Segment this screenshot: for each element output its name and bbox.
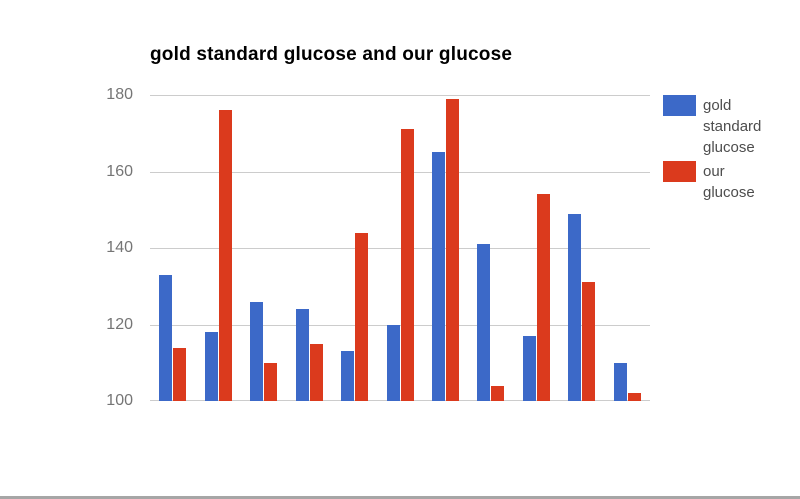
chart-title: gold standard glucose and our glucose xyxy=(150,44,513,65)
gridline xyxy=(150,248,650,249)
y-tick-label: 160 xyxy=(106,163,133,180)
bar-series2-group3 xyxy=(264,362,278,401)
plot-area xyxy=(150,95,650,401)
bar-series1-group11 xyxy=(613,362,627,401)
bar-series1-group6 xyxy=(386,324,400,401)
bar-series1-group5 xyxy=(341,351,354,401)
bar-series2-group7 xyxy=(446,98,459,401)
bar-series1-group4 xyxy=(295,309,309,401)
y-tick-label: 180 xyxy=(106,86,133,103)
bar-series2-group2 xyxy=(218,110,232,401)
gridline xyxy=(150,400,650,401)
legend-swatch xyxy=(663,161,696,182)
legend-swatch xyxy=(663,95,696,116)
legend-label: our glucose xyxy=(703,163,755,201)
legend: gold standard glucose our glucose xyxy=(663,95,795,206)
bar-series2-group1 xyxy=(173,347,187,401)
bar-series2-group5 xyxy=(355,232,368,401)
bar-series2-group10 xyxy=(582,282,596,401)
bar-series2-group9 xyxy=(536,194,550,401)
gridline xyxy=(150,95,650,96)
y-tick-label: 100 xyxy=(106,392,133,409)
bar-series2-group4 xyxy=(309,343,323,401)
y-axis: 100 120 140 160 180 xyxy=(80,86,133,409)
bar-series2-group6 xyxy=(400,129,414,401)
bar-series1-group10 xyxy=(568,213,582,401)
bar-series1-group3 xyxy=(250,301,264,401)
bottom-divider xyxy=(0,496,800,499)
bar-series2-group11 xyxy=(627,393,641,401)
legend-entry: gold standard glucose xyxy=(663,95,795,158)
gridline xyxy=(150,172,650,173)
y-tick-label: 120 xyxy=(106,316,133,333)
y-tick-label: 140 xyxy=(106,239,133,256)
legend-label: gold standard glucose xyxy=(703,97,762,156)
bar-series1-group7 xyxy=(432,152,445,401)
bar-series1-group1 xyxy=(159,274,173,401)
bar-series2-group8 xyxy=(491,385,505,401)
bar-series1-group8 xyxy=(477,244,491,401)
gridline xyxy=(150,325,650,326)
legend-entry: our glucose xyxy=(663,161,795,203)
bar-series1-group2 xyxy=(204,332,218,401)
bar-series1-group9 xyxy=(522,336,536,401)
